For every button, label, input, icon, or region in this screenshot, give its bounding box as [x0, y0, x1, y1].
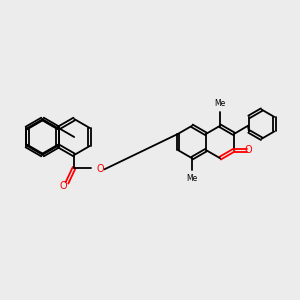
Text: Me: Me: [186, 173, 198, 182]
Text: O: O: [245, 145, 253, 155]
Text: O: O: [97, 164, 104, 174]
Text: O: O: [59, 181, 67, 191]
Text: Me: Me: [214, 99, 226, 108]
